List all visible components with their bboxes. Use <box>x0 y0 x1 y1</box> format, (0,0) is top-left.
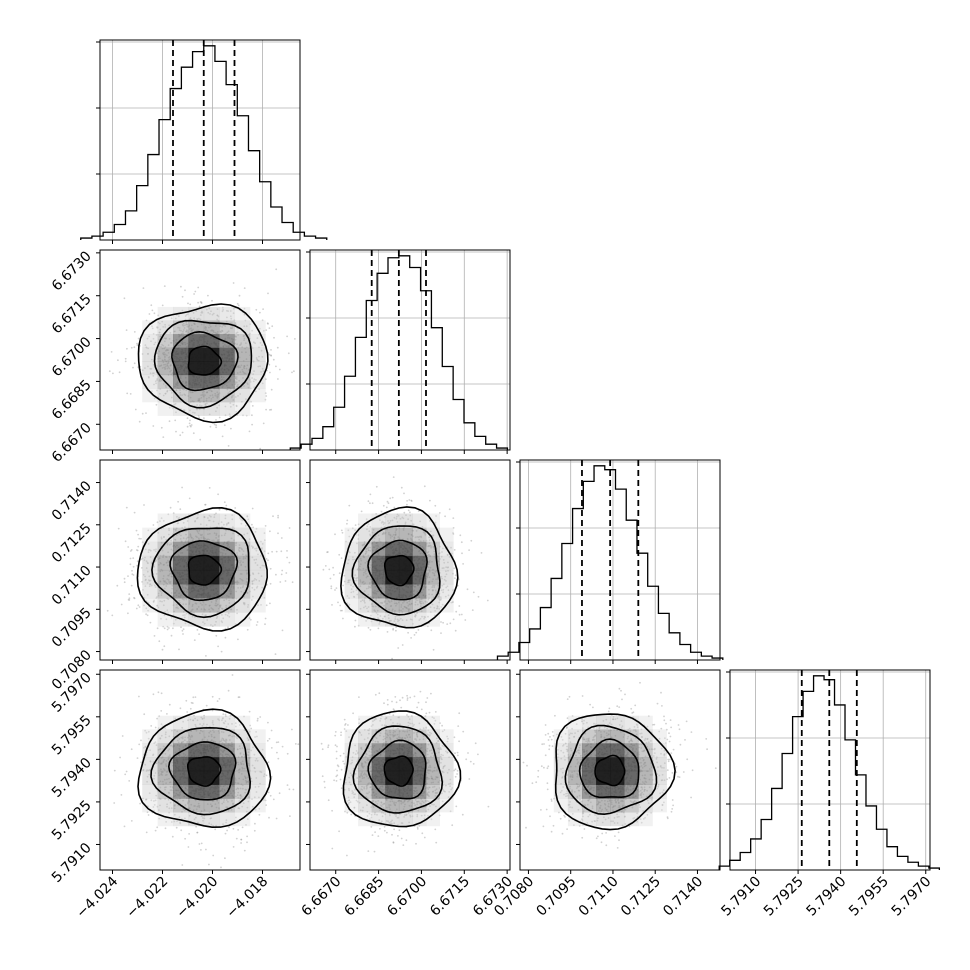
contour-3-0-3 <box>137 708 272 829</box>
contour-2-1-2 <box>351 525 441 616</box>
xtick-label-3-4: 5.7970 <box>889 874 935 920</box>
contour-1-0-1 <box>171 330 239 392</box>
contour-2-1-1 <box>367 539 428 601</box>
histogram-panel-0 <box>80 39 328 244</box>
histogram-1 <box>289 255 509 450</box>
histogram-2 <box>496 465 724 660</box>
panel-frame-3-0 <box>99 669 301 871</box>
xtick-label-0-2: −4.020 <box>173 874 221 922</box>
contour-3-0-2 <box>150 726 252 816</box>
xtick-label-3-2: 5.7940 <box>804 874 850 920</box>
density-3-1 <box>344 715 454 827</box>
scatter-panel-3-0 <box>96 669 301 874</box>
ytick-label-1-1: 6.6685 <box>49 377 95 423</box>
panel-frame-3-3 <box>729 669 931 871</box>
contour-2-0-2 <box>151 527 250 619</box>
density-2-0 <box>142 513 266 627</box>
contour-3-1-3 <box>342 710 462 828</box>
xtick-label-3-3: 5.7955 <box>846 874 892 920</box>
xtick-label-1-1: 6.6685 <box>341 874 387 920</box>
xtick-label-1-3: 6.6715 <box>427 874 473 920</box>
xtick-label-1-2: 6.6700 <box>384 874 430 920</box>
histogram-panel-3 <box>718 669 941 874</box>
contour-3-0-1 <box>167 741 237 801</box>
contour-1-0-2 <box>153 319 253 409</box>
contour-3-2-3 <box>554 713 676 831</box>
xtick-label-2-4: 0.7140 <box>660 874 706 920</box>
panel-frame-2-2 <box>519 459 721 661</box>
xtick-label-1-0: 6.6670 <box>299 874 345 920</box>
ytick-label-1-2: 6.6700 <box>49 334 95 380</box>
scatter-panel-3-1 <box>306 669 511 874</box>
scatter-panel-3-2 <box>516 669 721 874</box>
contour-3-1-1 <box>367 739 427 800</box>
contour-2-0-1 <box>169 540 239 602</box>
panel-frame-1-0 <box>99 249 301 451</box>
panel-frame-3-2 <box>519 669 721 871</box>
ytick-label-1-3: 6.6715 <box>49 291 95 337</box>
contour-3-1-0 <box>383 755 414 787</box>
xtick-label-0-1: −4.022 <box>123 874 171 922</box>
histogram-0 <box>80 45 328 240</box>
contour-3-0-0 <box>187 756 222 787</box>
xtick-label-2-1: 0.7095 <box>534 874 580 920</box>
ytick-label-3-0: 5.7910 <box>49 840 95 886</box>
ytick-label-1-0: 6.6670 <box>49 420 95 466</box>
ytick-label-2-3: 0.7125 <box>49 520 95 566</box>
xtick-label-2-3: 0.7125 <box>618 874 664 920</box>
xtick-label-0-0: −4.024 <box>73 873 121 921</box>
histogram-3 <box>718 675 941 870</box>
histogram-panel-1 <box>289 249 511 454</box>
panel-frame-2-1 <box>309 459 511 661</box>
contour-3-1-2 <box>352 725 444 814</box>
contour-2-0-0 <box>187 554 223 586</box>
contour-3-2-0 <box>594 754 626 787</box>
contour-3-2-1 <box>578 738 640 799</box>
contour-1-0-0 <box>187 345 223 376</box>
panel-frame-3-1 <box>309 669 511 871</box>
panel-frame-2-0 <box>99 459 301 661</box>
contour-2-1-0 <box>383 554 415 587</box>
ytick-label-3-1: 5.7925 <box>49 797 95 843</box>
xtick-label-2-2: 0.7110 <box>576 874 622 920</box>
xtick-label-3-1: 5.7925 <box>761 874 807 920</box>
contour-1-0-3 <box>137 303 269 424</box>
ytick-label-2-1: 0.7095 <box>49 605 95 651</box>
xtick-label-0-3: −4.018 <box>223 874 271 922</box>
ytick-label-3-2: 5.7940 <box>49 755 95 801</box>
contour-2-0-3 <box>136 506 269 632</box>
ytick-label-2-2: 0.7110 <box>49 563 95 609</box>
panel-frame-0-0 <box>99 39 301 241</box>
scatter-panel-2-1 <box>306 459 511 664</box>
xtick-label-3-0: 5.7910 <box>718 874 764 920</box>
panel-frame-1-1 <box>309 249 511 451</box>
contour-3-2-2 <box>564 724 658 816</box>
histogram-panel-2 <box>496 459 724 664</box>
contour-2-1-3 <box>340 506 459 629</box>
scatter-panel-2-0 <box>96 459 301 664</box>
ytick-label-2-4: 0.7140 <box>49 478 95 524</box>
ytick-label-1-4: 6.6730 <box>49 248 95 294</box>
scatter-panel-1-0 <box>96 249 301 454</box>
ytick-label-3-3: 5.7955 <box>49 712 95 758</box>
